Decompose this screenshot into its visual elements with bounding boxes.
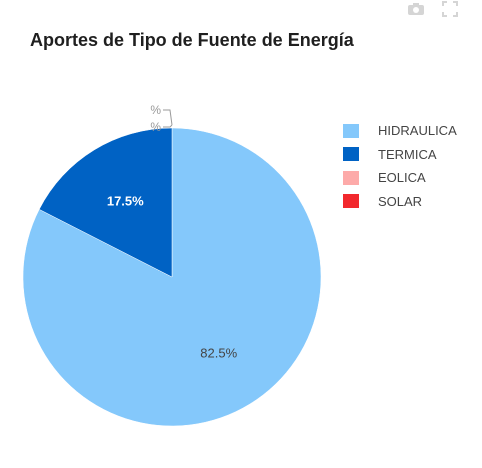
legend-label: EOLICA	[378, 170, 426, 186]
slice-label-termica: 17.5%	[107, 193, 144, 208]
legend-item-termica[interactable]: TERMICA	[343, 143, 457, 167]
legend-item-hidraulica[interactable]: HIDRAULICA	[343, 119, 457, 143]
pie-slice-termica[interactable]	[38, 127, 173, 278]
chart-toolbar	[406, 0, 460, 18]
leader-line-eolica	[163, 109, 173, 126]
expand-icon[interactable]	[440, 0, 460, 18]
legend-swatch	[343, 194, 359, 209]
slice-label-hidraulica: 82.5%	[200, 346, 237, 361]
legend-swatch	[343, 123, 359, 138]
camera-icon[interactable]	[406, 0, 426, 18]
legend-swatch	[343, 170, 359, 185]
chart-title: Aportes de Tipo de Fuente de Energía	[30, 30, 354, 50]
legend-swatch	[343, 147, 359, 162]
legend-item-eolica[interactable]: EOLICA	[343, 166, 457, 190]
legend-label: HIDRAULICA	[378, 123, 457, 139]
slice-label-solar: %	[150, 120, 161, 134]
slice-label-eolica: %	[150, 103, 161, 117]
leader-line-solar	[163, 124, 173, 128]
legend-label: TERMICA	[378, 146, 437, 162]
legend-item-solar[interactable]: SOLAR	[343, 190, 457, 214]
chart-legend: HIDRAULICA TERMICA EOLICA SOLAR	[343, 119, 457, 213]
legend-label: SOLAR	[378, 193, 423, 209]
